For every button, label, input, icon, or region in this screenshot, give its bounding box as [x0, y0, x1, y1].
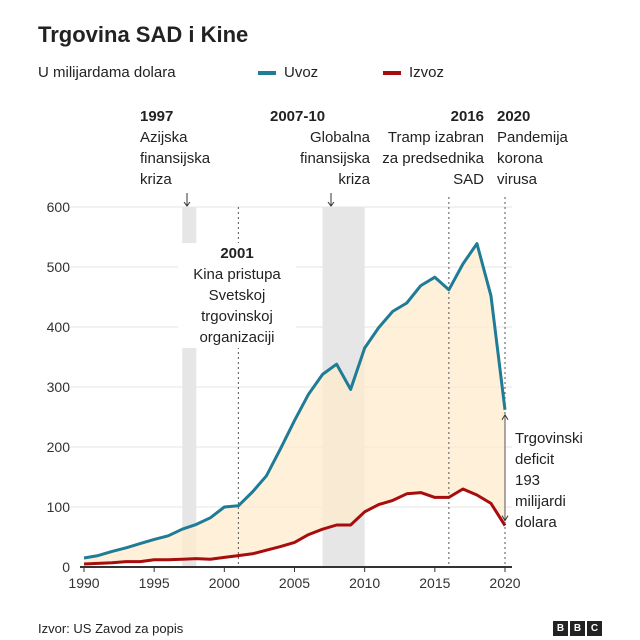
y-tick-label: 200: [47, 439, 71, 455]
legend-label: Uvoz: [284, 64, 319, 81]
arrow-down-icon: [501, 515, 509, 522]
y-tick-label: 0: [62, 559, 70, 575]
annotation-2001: 2001 Kina pristupa Svetskoj trgovinskoj orga…: [178, 243, 296, 348]
y-tick-label: 500: [47, 259, 71, 275]
x-tick-label: 2000: [209, 575, 240, 591]
series-line-exports: [83, 487, 507, 566]
y-tick-label: 100: [47, 499, 71, 515]
legend-swatch-imports: [258, 70, 276, 75]
x-tick-label: 2020: [489, 575, 520, 591]
arrow-head: [183, 201, 191, 207]
annotation-2020: 2020 Pandemija korona virusa: [497, 108, 568, 188]
x-tick-label: 2010: [349, 575, 380, 591]
legend-label: Izvoz: [409, 64, 445, 81]
legend-imports: Uvoz: [258, 64, 318, 81]
chart-title: Trgovina SAD i Kine: [38, 22, 249, 47]
chart-subtitle: U milijardama dolara: [38, 64, 176, 81]
chart-plot: 0 100 200 300 400 500 600 1990 1995 2000 2005 2010 2…: [47, 193, 521, 591]
legend-swatch-exports: [383, 70, 401, 75]
series-line-imports: [83, 242, 507, 560]
y-tick-label: 600: [47, 199, 71, 215]
annotation-1997: 1997 Azijska finansijska kriza: [140, 108, 211, 188]
x-tick-label: 1995: [139, 575, 170, 591]
arrow-head: [327, 201, 335, 207]
arrow-up-icon: [501, 413, 509, 421]
annotation-2016: 2016 Tramp izabran za predsednika SAD: [382, 108, 484, 188]
x-tick-label: 2005: [279, 575, 310, 591]
y-tick-label: 300: [47, 379, 71, 395]
annotation-2007: 2007-10 Globalna finansijska kriza: [270, 108, 370, 188]
x-tick-label: 1990: [68, 575, 99, 591]
deficit-area: [84, 243, 505, 564]
source-note: Izvor: US Zavod za popis: [38, 621, 184, 636]
x-tick-label: 2015: [419, 575, 450, 591]
legend-exports: Izvoz: [383, 64, 444, 81]
annotation-deficit: Trgovinski deficit 193 milijardi dolara: [515, 430, 583, 531]
y-tick-label: 400: [47, 319, 71, 335]
